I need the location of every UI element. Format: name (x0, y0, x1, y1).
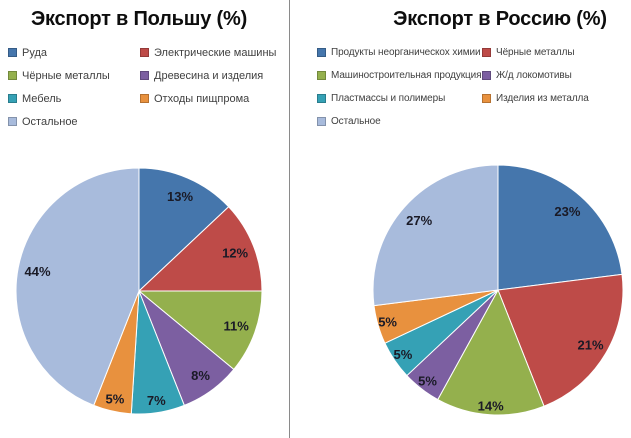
slice-label-6: 27% (406, 213, 432, 228)
legend-color-swatch (317, 71, 326, 80)
legend-color-swatch (140, 94, 149, 103)
slice-label-1: 21% (577, 337, 603, 352)
legend-color-swatch (140, 71, 149, 80)
legend-label: Машиностроительная продукция (331, 70, 482, 81)
legend-label: Электрические машины (154, 46, 277, 59)
legend-color-swatch (317, 48, 326, 57)
legend-label: Отходы пищпрома (154, 92, 250, 105)
slice-label-2: 14% (478, 399, 504, 414)
chart-title-poland: Экспорт в Польшу (%) (30, 8, 248, 30)
legend-label: Остальное (22, 115, 78, 128)
pie-chart-russia: 23% 21% 14% 5% 5% 5% 27% (372, 164, 624, 416)
divider-line (289, 0, 290, 438)
legend-label: Изделия из металла (496, 93, 589, 104)
legend-color-swatch (482, 94, 491, 103)
slice-label-6: 44% (24, 264, 50, 279)
legend-poland: Руда Электрические машины Чёрные металлы Др… (8, 41, 276, 133)
legend-color-swatch (8, 48, 17, 57)
legend-item: Отходы пищпрома (140, 93, 276, 105)
pie-slice-1 (138, 206, 263, 292)
slice-label-3: 8% (191, 368, 210, 383)
legend-color-swatch (8, 94, 17, 103)
legend-color-swatch (317, 94, 326, 103)
legend-color-swatch (482, 48, 491, 57)
slice-label-1: 12% (222, 246, 248, 261)
legend-label: Остальное (331, 116, 381, 127)
legend-item: Электрические машины (140, 47, 276, 59)
slice-label-5: 5% (106, 392, 125, 407)
slice-label-4: 5% (394, 347, 413, 362)
legend-item: Древесина и изделия (140, 70, 276, 82)
legend-color-swatch (8, 117, 17, 126)
pie-slice-1 (497, 273, 624, 407)
legend-item: Остальное (317, 116, 482, 127)
pie-slice-6 (372, 164, 499, 307)
legend-item: Изделия из металла (482, 93, 589, 104)
chart-panel-russia: Экспорт в Россию (%) Продукты неорганиче… (290, 0, 631, 438)
legend-item: Чёрные металлы (482, 47, 589, 58)
legend-label: Ж/д локомотивы (496, 70, 572, 81)
legend-label: Продукты неорганическох химии (331, 47, 481, 58)
legend-label: Руда (22, 46, 48, 59)
pie-chart-poland: 13% 12% 11% 8% 7% 5% 44% (15, 167, 263, 415)
slice-label-0: 23% (554, 204, 580, 219)
slice-label-0: 13% (167, 189, 193, 204)
pie-slice-2 (437, 289, 545, 416)
legend-color-swatch (317, 117, 326, 126)
pie-slice-6 (15, 167, 140, 406)
chart-panel-poland: Экспорт в Польшу (%) Руда Электрические м… (0, 0, 289, 438)
legend-item: Мебель (8, 93, 140, 105)
legend-item: Остальное (8, 116, 140, 128)
legend-item: Ж/д локомотивы (482, 70, 589, 81)
legend-label: Чёрные металлы (496, 47, 575, 58)
legend-item: Продукты неорганическох химии (317, 47, 482, 58)
pie-slice-0 (497, 164, 623, 291)
chart-title-russia: Экспорт в Россию (%) (393, 8, 607, 30)
legend-color-swatch (482, 71, 491, 80)
legend-color-swatch (140, 48, 149, 57)
legend-item: Машиностроительная продукция (317, 70, 482, 81)
slice-label-4: 7% (147, 393, 166, 408)
legend-item: Руда (8, 47, 140, 59)
legend-item: Пластмассы и полимеры (317, 93, 482, 104)
pie-slice-2 (138, 290, 263, 370)
legend-label: Пластмассы и полимеры (331, 93, 446, 104)
pie-slice-0 (138, 167, 230, 292)
legend-label: Древесина и изделия (154, 69, 264, 82)
legend-russia: Продукты неорганическох химии Чёрные мета… (317, 41, 589, 133)
slice-label-5: 5% (378, 315, 397, 330)
legend-color-swatch (8, 71, 17, 80)
legend-label: Чёрные металлы (22, 69, 110, 82)
slice-label-2: 11% (224, 319, 250, 334)
legend-item: Чёрные металлы (8, 70, 140, 82)
legend-label: Мебель (22, 92, 62, 105)
slice-label-3: 5% (418, 373, 437, 388)
